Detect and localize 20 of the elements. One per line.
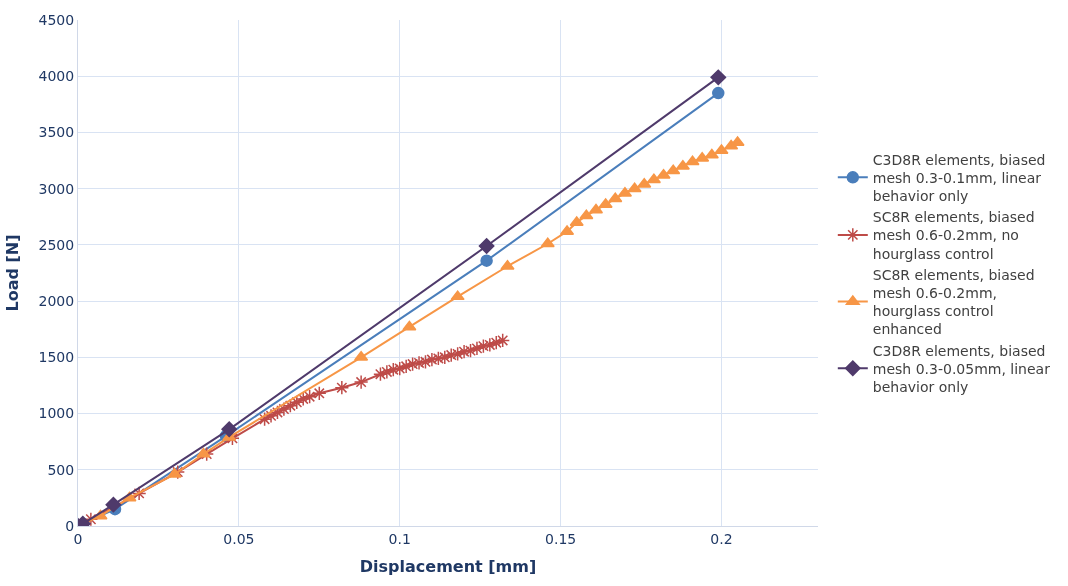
y-tick-label: 2500 (38, 236, 75, 253)
y-tick-label: 2000 (38, 293, 75, 310)
y-axis-title: Load [N] (3, 234, 23, 312)
x-tick-label: 0.05 (223, 530, 255, 547)
y-tick-label: 4000 (38, 68, 75, 85)
y-tick-label: 0 (65, 517, 75, 534)
x-tick-label: 0.15 (545, 530, 577, 547)
legend-label: C3D8R elements, biased mesh 0.3-0.05mm, linear behavior only (872, 342, 1051, 395)
x-axis-title: Displacement [mm] (359, 557, 537, 577)
legend-label: SC8R elements, biased mesh 0.6-0.2mm, no hourglass control (872, 209, 1035, 262)
y-tick-label: 4500 (38, 11, 75, 28)
y-tick-label: 3000 (38, 180, 75, 197)
legend-label: C3D8R elements, biased mesh 0.3-0.1mm, linear behavior only (872, 151, 1046, 204)
y-tick-label: 1500 (38, 349, 75, 366)
legend-label: SC8R elements, biased mesh 0.6-0.2mm, hourglass control enhanced (872, 266, 1035, 338)
y-tick-label: 500 (47, 461, 75, 478)
y-tick-label: 3500 (38, 124, 75, 141)
x-tick-label: 0.2 (710, 530, 733, 547)
x-tick-label: 0.1 (388, 530, 411, 547)
y-tick-label: 1000 (38, 405, 75, 422)
